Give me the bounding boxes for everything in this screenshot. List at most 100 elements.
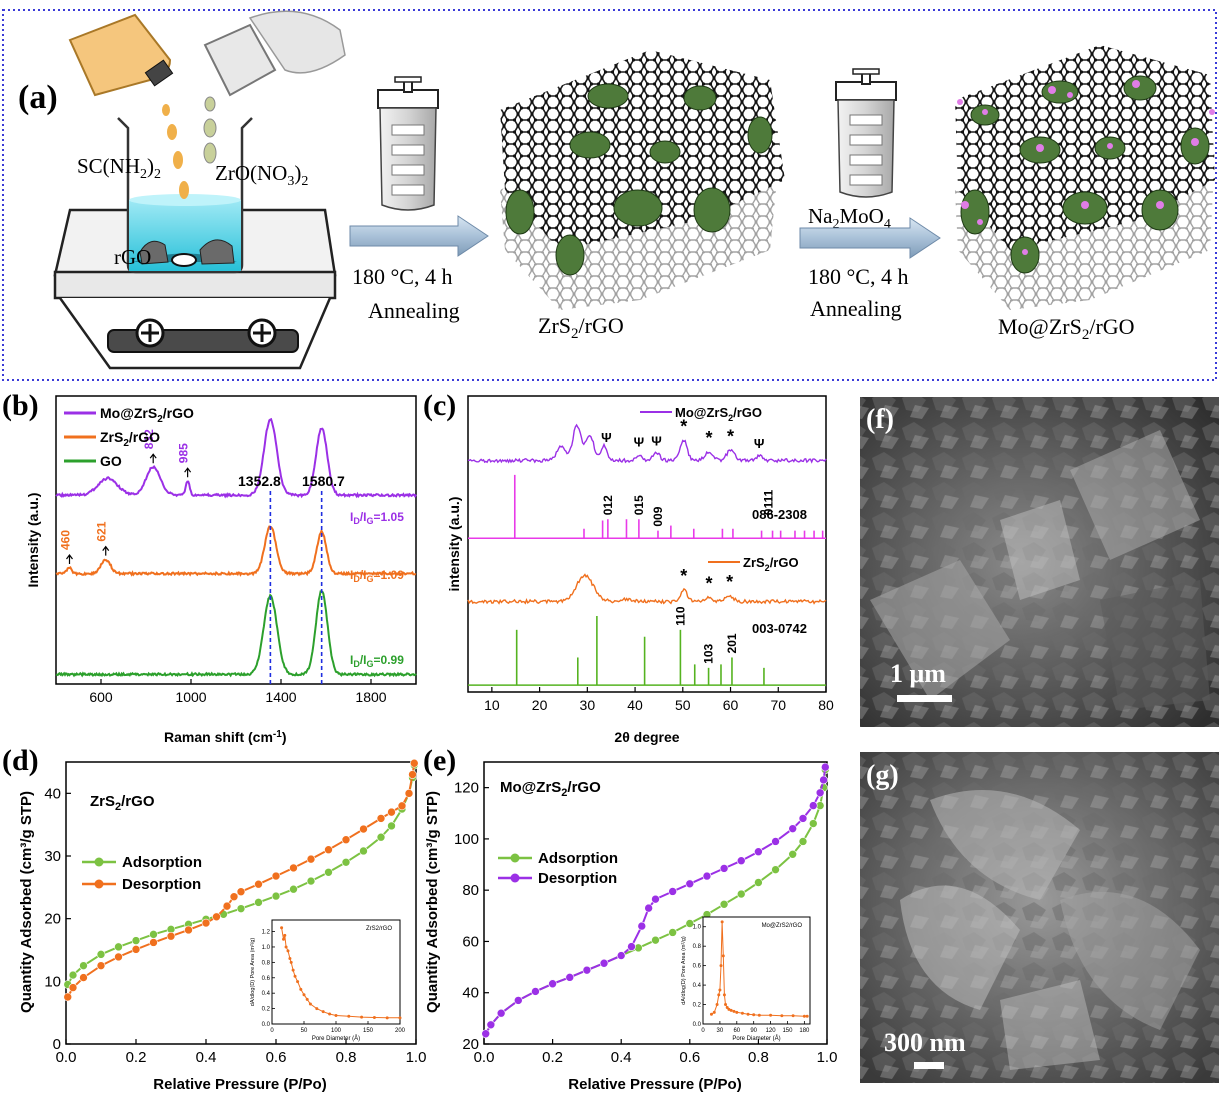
x-tick-label: 80 xyxy=(818,697,834,713)
inset-point xyxy=(280,926,284,930)
x-tick-label: 0.2 xyxy=(542,1049,563,1066)
data-point xyxy=(627,942,636,951)
data-point xyxy=(79,961,88,970)
legend-adsorption: Adsorption xyxy=(538,850,618,867)
data-point xyxy=(341,835,351,845)
phase-marker: Ψ xyxy=(651,433,662,448)
x-tick-label: 1800 xyxy=(355,689,386,705)
inset-point xyxy=(722,993,726,997)
inset-x-tick-label: 180 xyxy=(799,1028,810,1034)
inset-y-tick-label: 1.0 xyxy=(693,925,702,931)
inset-point xyxy=(328,1012,332,1016)
inset-point xyxy=(791,1014,795,1018)
x-tick-label: 0.8 xyxy=(336,1049,357,1066)
inset-point xyxy=(721,954,725,958)
data-point xyxy=(131,945,141,954)
legend-mo-zrs2: Mo@ZrS2/rGO xyxy=(675,405,762,423)
chart-title: Mo@ZrS2/rGO xyxy=(500,779,601,799)
x-axis-label: Relative Pressure (P/Po) xyxy=(153,1076,326,1093)
phase-marker: * xyxy=(727,426,734,446)
panel-label-f: (f) xyxy=(866,404,894,435)
step2-process: Annealing xyxy=(810,296,902,321)
legend-desorption: Desorption xyxy=(538,870,617,887)
y-tick-label: 120 xyxy=(454,780,479,797)
data-point xyxy=(582,965,592,975)
inset-y-tick-label: 0.8 xyxy=(262,960,271,966)
legend: Adsorption Desorption xyxy=(498,850,618,887)
data-point xyxy=(771,837,780,846)
inset-x-label: Pore Diameter (Å) xyxy=(312,1035,360,1042)
inset-x-tick-label: 30 xyxy=(717,1028,724,1034)
inset-point xyxy=(735,1010,739,1014)
inset-x-label: Pore Diameter (Å) xyxy=(732,1035,780,1042)
ratio-label-go: ID/IG=0.99 xyxy=(350,653,404,669)
data-point xyxy=(754,878,763,887)
data-point xyxy=(131,936,141,945)
inset-point xyxy=(296,980,300,984)
data-point xyxy=(637,921,647,931)
data-point xyxy=(771,865,780,874)
x-tick-label: 0.6 xyxy=(266,1049,287,1066)
inset-point xyxy=(725,1005,729,1009)
y-axis-label: Intensity (a.u.) xyxy=(25,493,41,588)
x-axis-label: Relative Pressure (P/Po) xyxy=(568,1076,741,1093)
peak-label-g: 1580.7 xyxy=(302,473,345,489)
ratio-label-zrs2: ID/IG=1.09 xyxy=(350,568,404,584)
x-tick-label: 70 xyxy=(770,697,786,713)
data-point xyxy=(236,887,246,897)
inset-point xyxy=(347,1014,351,1018)
miller-index-label: 110 xyxy=(673,606,687,626)
peak-annotation: 832 xyxy=(142,429,156,449)
data-point xyxy=(387,821,396,831)
inset-point xyxy=(709,1012,713,1016)
inset-y-tick-label: 0.0 xyxy=(262,1022,271,1028)
y-tick-label: 80 xyxy=(462,882,479,899)
x-tick-label: 30 xyxy=(580,697,596,713)
data-point xyxy=(184,925,193,935)
inset-y-tick-label: 0.8 xyxy=(693,944,702,950)
x-tick-label: 0.2 xyxy=(126,1049,147,1066)
data-point xyxy=(397,801,407,811)
panel-label-e: (e) xyxy=(423,744,456,777)
x-tick-label: 50 xyxy=(675,697,691,713)
inset-x-tick-label: 120 xyxy=(766,1028,777,1034)
data-point xyxy=(616,951,626,960)
arrow-icon xyxy=(102,545,110,556)
data-point xyxy=(341,857,351,867)
x-tick-label: 0.8 xyxy=(748,1049,769,1066)
panel-label-a: (a) xyxy=(18,79,58,116)
data-point xyxy=(548,979,557,989)
inset-point xyxy=(315,1007,319,1011)
data-point xyxy=(531,987,540,996)
y-tick-label: 10 xyxy=(44,973,61,990)
x-tick-label: 1.0 xyxy=(817,1049,838,1066)
arrow-icon xyxy=(149,453,157,464)
data-point xyxy=(222,901,232,911)
peak-annotation: 460 xyxy=(59,530,73,550)
series-line xyxy=(467,573,827,605)
inset-y-tick-label: 1.2 xyxy=(262,930,271,936)
data-point xyxy=(651,935,660,945)
data-point xyxy=(668,928,677,937)
data-point xyxy=(201,918,211,928)
x-tick-label: 10 xyxy=(484,697,500,713)
y-tick-label: 100 xyxy=(454,831,479,848)
series-line xyxy=(55,590,417,678)
inset-point xyxy=(289,960,293,964)
plot-frame xyxy=(467,395,827,693)
graphene-sheet-mo-zrs2 xyxy=(955,45,1215,310)
data-point xyxy=(306,854,316,864)
scale-bar-label-f: 1 μm xyxy=(890,659,946,688)
legend-zrs2: ZrS2/rGO xyxy=(100,429,160,449)
data-point xyxy=(359,824,368,834)
plot-frame xyxy=(483,761,828,1045)
data-point xyxy=(788,824,798,833)
data-point xyxy=(68,983,78,992)
x-tick-label: 40 xyxy=(627,697,643,713)
arrow-step2-icon xyxy=(799,217,941,259)
arrow-icon xyxy=(66,554,73,564)
inset-x-tick-label: 0 xyxy=(701,1028,705,1034)
inset-point xyxy=(293,974,297,978)
step1-process: Annealing xyxy=(368,298,460,323)
data-point xyxy=(271,871,281,881)
